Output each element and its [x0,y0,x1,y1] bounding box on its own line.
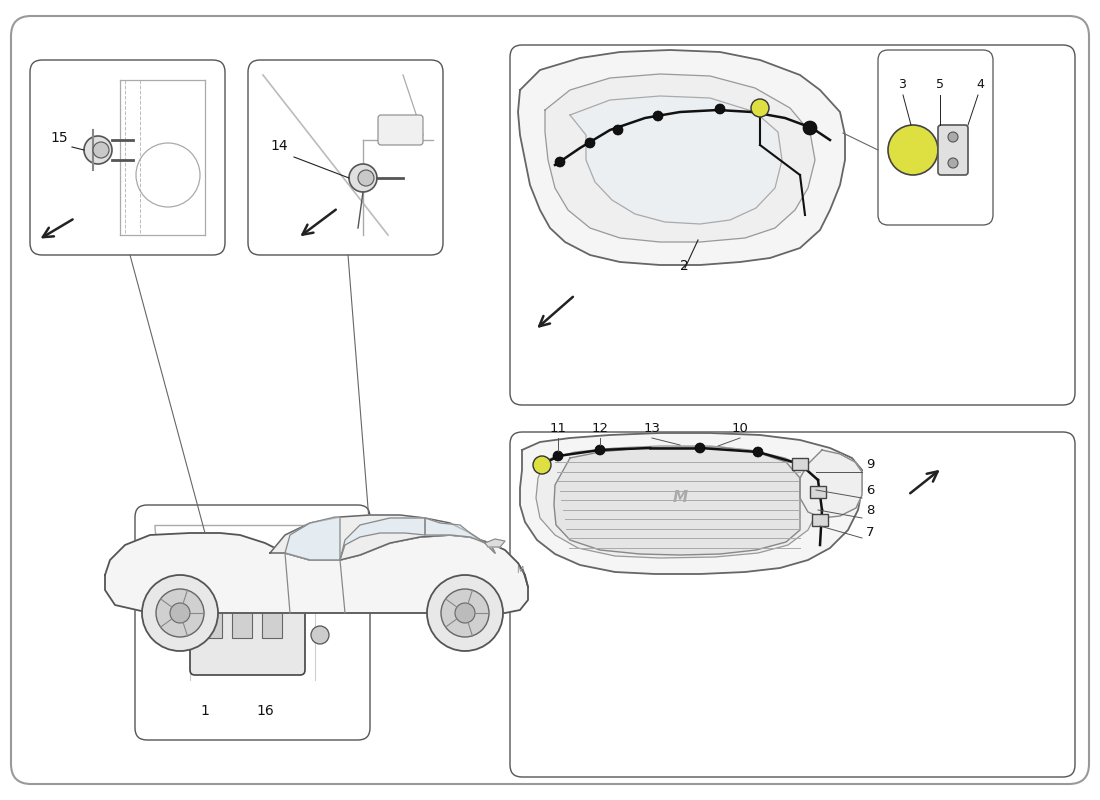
FancyBboxPatch shape [810,486,826,498]
Text: 9: 9 [866,458,874,471]
Text: 16: 16 [256,704,274,718]
Circle shape [585,138,595,148]
Text: 7: 7 [866,526,874,539]
Text: 8: 8 [866,504,874,517]
Circle shape [595,445,605,455]
Circle shape [142,575,218,651]
Text: 6: 6 [866,484,874,497]
Circle shape [156,589,204,637]
FancyBboxPatch shape [510,432,1075,777]
Text: a passion for parts since 1985: a passion for parts since 1985 [298,353,741,538]
Circle shape [553,451,563,461]
Polygon shape [270,515,495,560]
Polygon shape [425,518,495,553]
Circle shape [695,443,705,453]
Text: 4: 4 [976,78,983,91]
Circle shape [754,105,763,115]
FancyBboxPatch shape [248,60,443,255]
FancyBboxPatch shape [812,514,828,526]
Circle shape [948,158,958,168]
FancyBboxPatch shape [30,60,225,255]
Circle shape [311,626,329,644]
Circle shape [441,589,490,637]
Circle shape [94,142,109,158]
Circle shape [349,164,377,192]
FancyBboxPatch shape [378,115,424,145]
Text: 2: 2 [680,259,689,273]
Text: 10: 10 [732,422,748,435]
FancyBboxPatch shape [232,610,252,638]
Polygon shape [285,517,340,560]
Circle shape [715,104,725,114]
Text: M: M [516,566,524,575]
Polygon shape [544,74,815,242]
FancyBboxPatch shape [938,125,968,175]
Circle shape [751,99,769,117]
Polygon shape [485,539,505,547]
FancyBboxPatch shape [202,610,222,638]
FancyBboxPatch shape [190,595,305,675]
FancyBboxPatch shape [11,16,1089,784]
FancyBboxPatch shape [510,45,1075,405]
Text: 3: 3 [898,78,906,91]
Circle shape [455,603,475,623]
Circle shape [754,447,763,457]
FancyBboxPatch shape [262,610,282,638]
Circle shape [556,157,565,167]
Polygon shape [518,50,845,265]
FancyBboxPatch shape [878,50,993,225]
Circle shape [948,132,958,142]
Circle shape [84,136,112,164]
Text: 13: 13 [644,422,660,435]
Text: 12: 12 [592,422,608,435]
Text: 14: 14 [270,139,287,153]
Polygon shape [104,533,528,613]
Text: 11: 11 [550,422,566,435]
Text: M: M [672,490,688,505]
Polygon shape [536,446,822,558]
Text: eurospartes: eurospartes [250,230,791,490]
FancyBboxPatch shape [792,458,808,470]
Circle shape [170,603,190,623]
Circle shape [653,111,663,121]
Polygon shape [554,447,800,555]
Polygon shape [340,518,425,560]
Circle shape [427,575,503,651]
FancyBboxPatch shape [135,505,370,740]
Polygon shape [570,96,782,224]
Circle shape [534,456,551,474]
Circle shape [888,125,938,175]
Circle shape [613,125,623,135]
Text: 1: 1 [200,704,209,718]
Text: 15: 15 [50,131,67,145]
Text: 5: 5 [936,78,944,91]
Circle shape [803,121,817,135]
Polygon shape [520,433,862,574]
Polygon shape [800,450,862,518]
Circle shape [358,170,374,186]
